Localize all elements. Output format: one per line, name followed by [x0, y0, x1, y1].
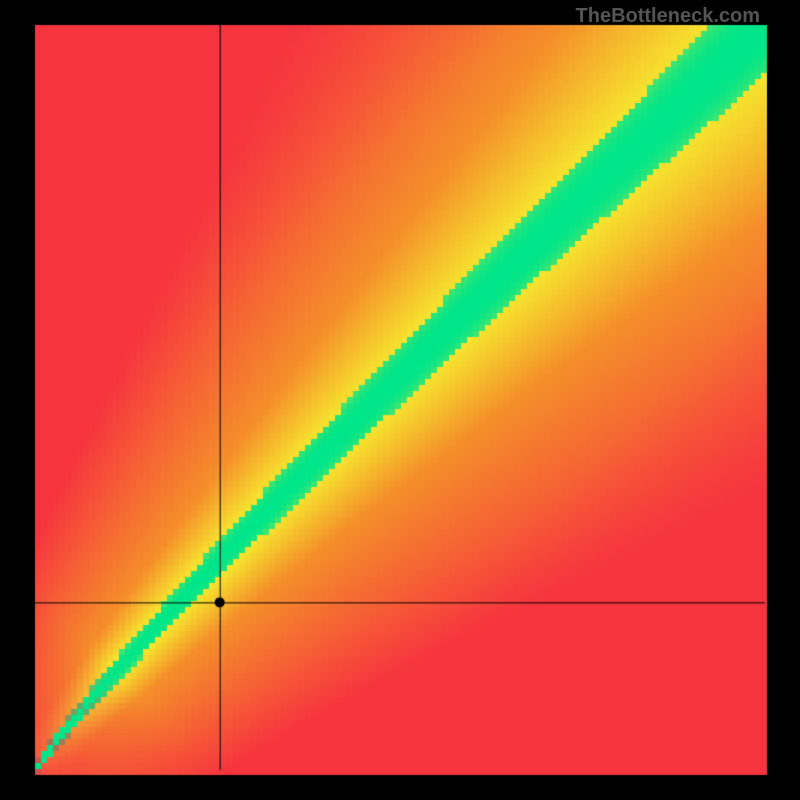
bottleneck-heatmap-canvas — [0, 0, 800, 800]
watermark-attribution: TheBottleneck.com — [576, 5, 760, 28]
